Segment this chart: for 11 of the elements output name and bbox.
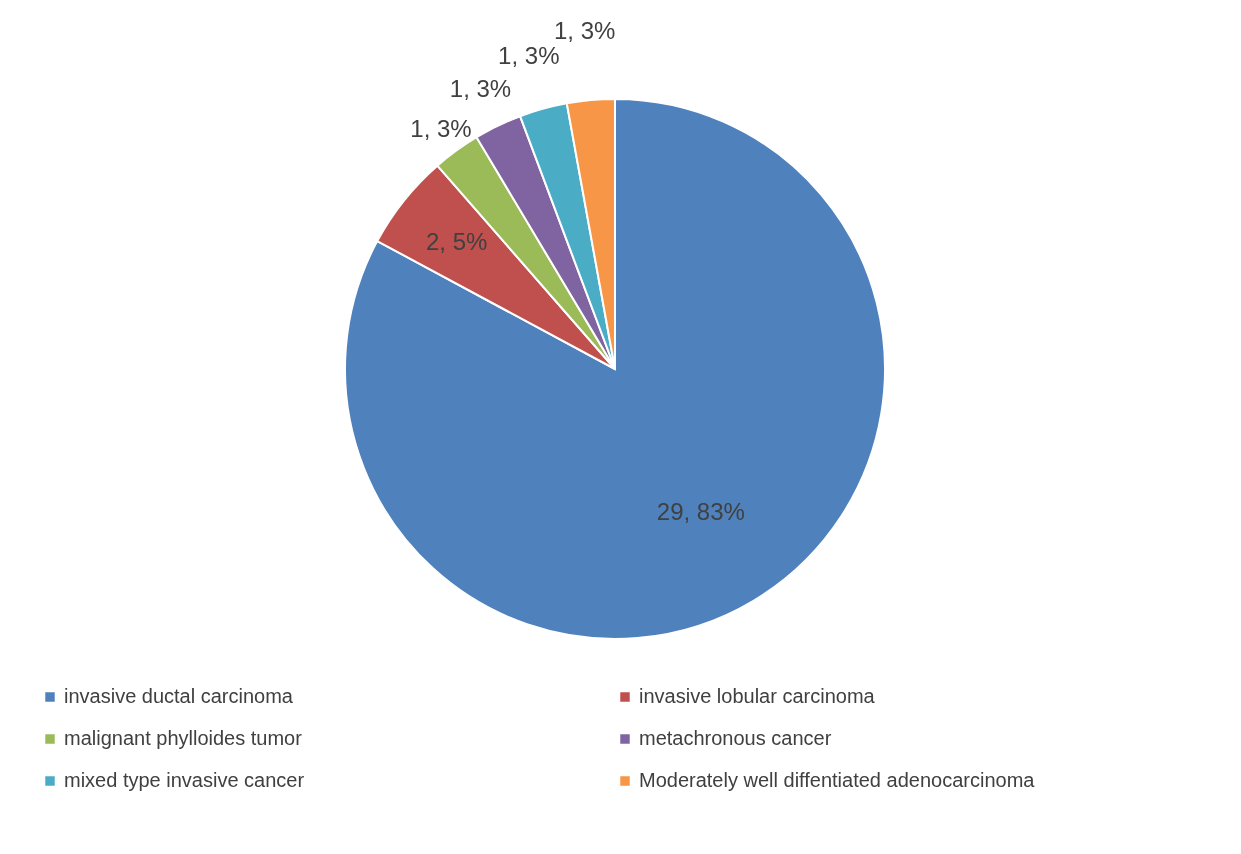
legend-label: malignant phylloides tumor [64,727,303,749]
legend-label: mixed type invasive cancer [64,769,305,791]
legend-label: invasive lobular carcinoma [639,685,876,707]
data-label: 29, 83% [656,497,745,525]
pie-slice [344,98,886,640]
legend-label: invasive ductal carcinoma [64,685,294,707]
legend-label: metachronous cancer [639,727,832,749]
data-label: 1, 3% [410,114,472,142]
data-label: 2, 5% [425,227,488,255]
legend-label: Moderately well diffentiated adenocarcinoma [639,769,1036,791]
data-label: 1, 3% [449,74,512,102]
